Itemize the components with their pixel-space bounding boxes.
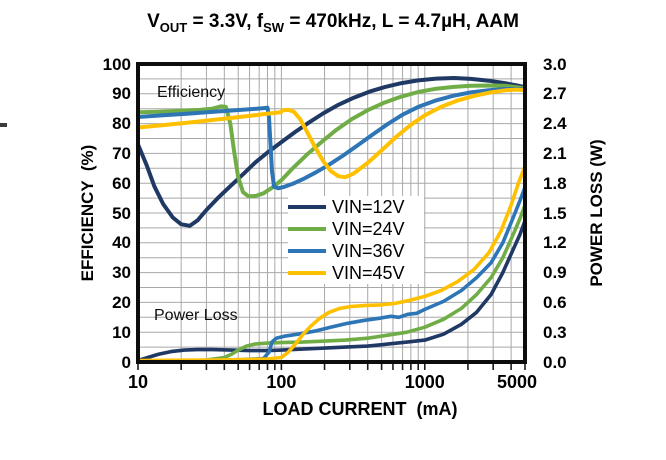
y-right-tick-label: 0.3 — [543, 322, 567, 342]
y-right-tick-label: 0.0 — [543, 352, 567, 372]
y-left-tick-label: 0 — [121, 352, 131, 372]
x-axis-tick-marks — [137, 364, 526, 370]
y-left-tick-label: 90 — [112, 84, 131, 104]
legend-label-vin36: VIN=36V — [332, 241, 405, 261]
y-right-tick-label: 1.8 — [543, 173, 567, 193]
y-left-tick-label: 60 — [112, 173, 131, 193]
annotation-power-loss: Power Loss — [154, 307, 238, 324]
title-f-subscript: SW — [263, 19, 285, 35]
plot-border — [136, 62, 527, 364]
efficiency-curve-vin24v — [136, 83, 527, 199]
legend-line-swatch-vin24 — [288, 227, 326, 231]
power-loss-curve-vin45v — [136, 164, 527, 363]
y-right-tick-label: 1.5 — [543, 203, 567, 223]
y-left-tick-label: 70 — [112, 143, 131, 163]
legend-item-vin24: VIN=24V — [288, 218, 424, 240]
power-loss-curve-vin24v — [136, 203, 527, 363]
chart-title: VOUT = 3.3V, fSW = 470kHz, L = 4.7µH, AA… — [0, 11, 666, 35]
legend-item-vin45: VIN=45V — [288, 262, 424, 284]
x-tick-label: 10 — [127, 372, 149, 392]
efficiency-curve-vin45v — [136, 87, 527, 180]
power-loss-curve-vin12v — [136, 219, 527, 363]
title-v: V — [147, 11, 160, 32]
legend-line-swatch-vin12 — [288, 205, 326, 209]
y-right-tick-label: 2.4 — [543, 114, 567, 134]
x-axis-title: LOAD CURRENT (mA) — [262, 399, 458, 419]
title-segment-2: = 470kHz, L = 4.7µH, AAM — [284, 11, 519, 32]
legend-label-vin24: VIN=24V — [332, 219, 405, 239]
legend: VIN=12V VIN=24V VIN=36V VIN=45V — [288, 196, 424, 284]
y-right-tick-label: 0.9 — [543, 263, 567, 283]
y-left-tick-label: 30 — [112, 263, 131, 283]
legend-label-vin12: VIN=12V — [332, 197, 405, 217]
title-segment-1: = 3.3V, f — [187, 11, 264, 32]
legend-item-vin36: VIN=36V — [288, 240, 424, 262]
y-right-tick-label: 2.1 — [543, 143, 567, 163]
y-left-tick-label: 50 — [112, 203, 131, 223]
y-right-tick-label: 3.0 — [543, 54, 567, 74]
x-tick-label: 1000 — [404, 372, 445, 392]
y-left-tick-label: 10 — [112, 322, 131, 342]
y-left-tick-label: 80 — [112, 114, 131, 134]
x-tick-label: 5000 — [496, 372, 538, 392]
y-left-tick-label: 20 — [112, 292, 131, 312]
efficiency-curve-vin36v — [136, 87, 527, 191]
power-loss-curve-vin36v — [136, 185, 527, 363]
title-v-subscript: OUT — [159, 19, 188, 35]
efficiency-curve-vin12v — [136, 76, 527, 228]
legend-line-swatch-vin45 — [288, 271, 326, 275]
legend-item-vin12: VIN=12V — [288, 196, 424, 218]
y-right-tick-label: 1.2 — [543, 233, 567, 253]
y-right-tick-label: 0.6 — [543, 292, 567, 312]
y-right-tick-label: 2.7 — [543, 84, 567, 104]
y-left-tick-label: 100 — [102, 54, 131, 74]
legend-label-vin45: VIN=45V — [332, 263, 405, 283]
y-left-tick-label: 40 — [112, 233, 131, 253]
x-tick-label: 100 — [266, 372, 297, 392]
curves — [136, 76, 527, 363]
page-artifact-dash — [0, 123, 7, 127]
annotation-efficiency: Efficiency — [157, 84, 226, 101]
legend-line-swatch-vin36 — [288, 249, 326, 253]
